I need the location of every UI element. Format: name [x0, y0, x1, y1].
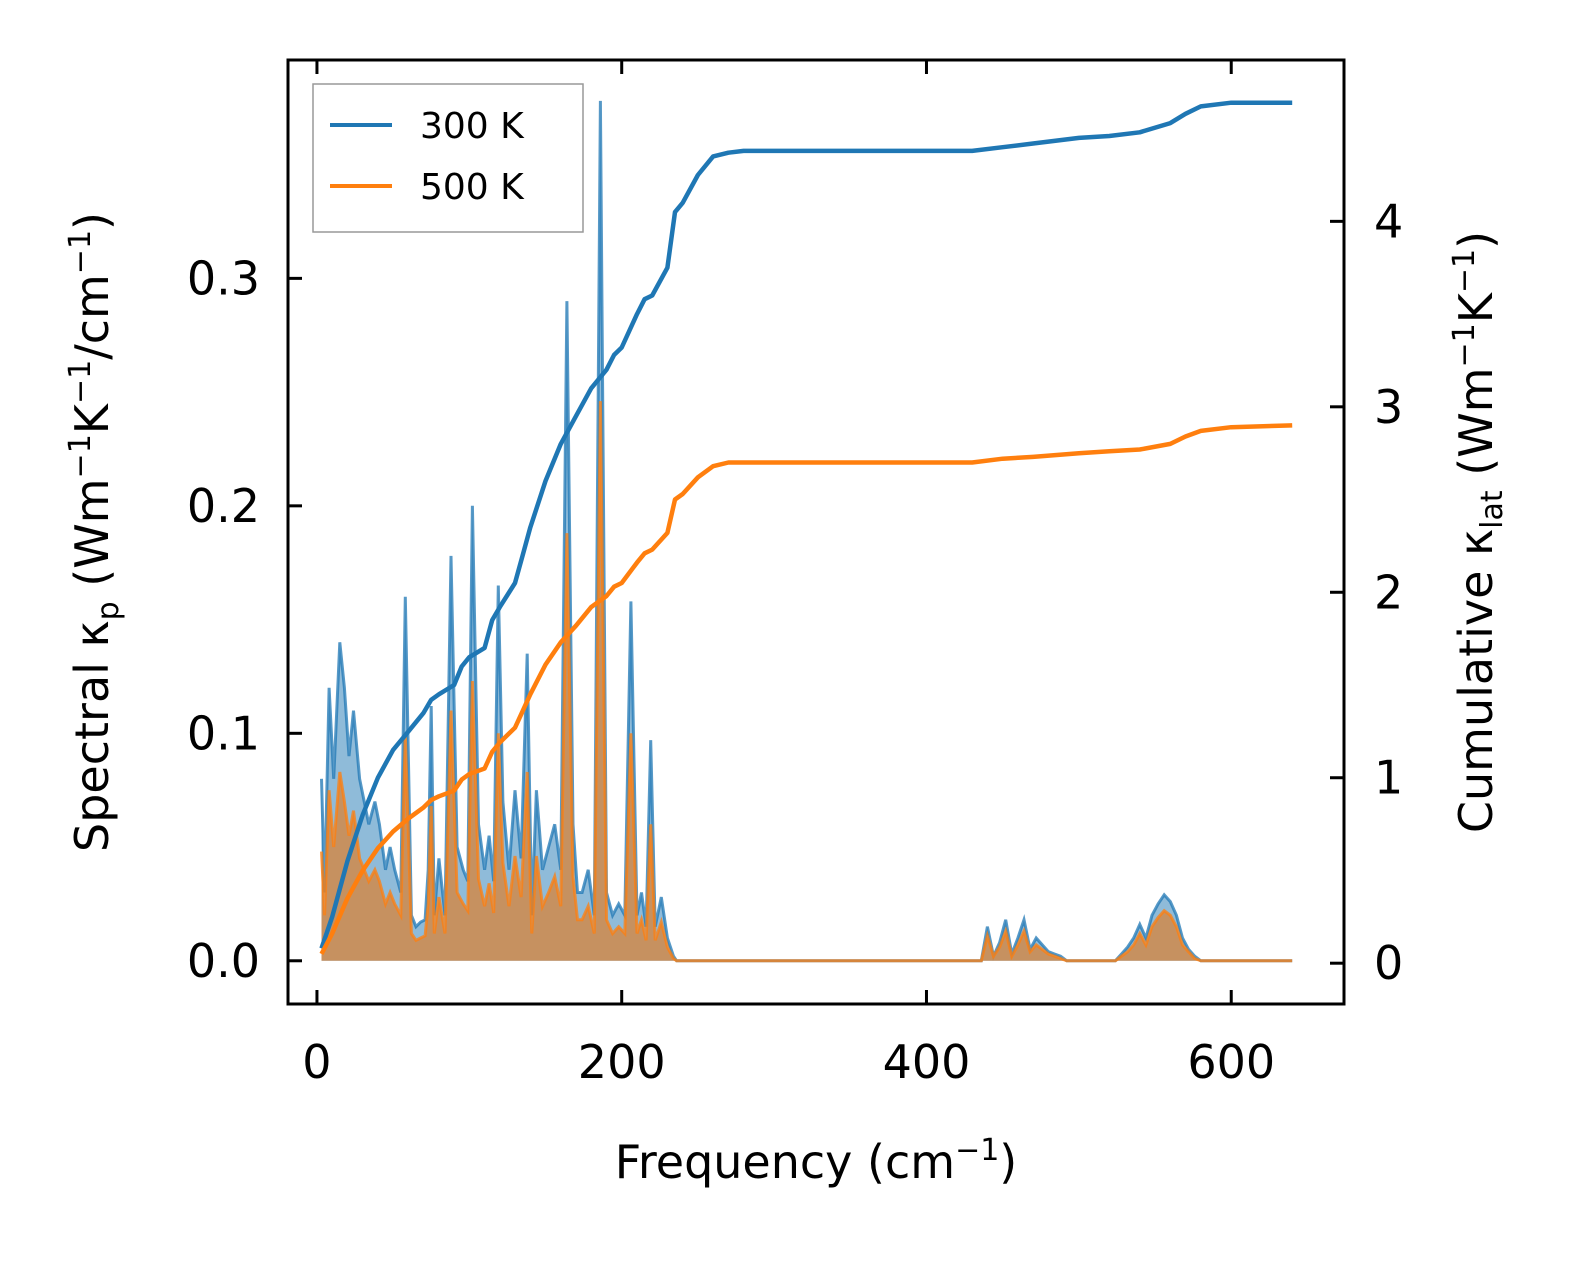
x-tick-label: 200	[578, 1035, 666, 1089]
spectral-500k-line	[320, 401, 1293, 963]
y-tick-label-right: 0	[1374, 936, 1403, 990]
y-axis-right-title: Cumulative κlat (Wm−1K−1)	[1447, 231, 1510, 833]
plot-area	[319, 100, 1293, 963]
spectral-500k-area	[321, 401, 1293, 961]
y-tick-label-right: 2	[1374, 565, 1403, 619]
x-tick-label: 600	[1187, 1035, 1275, 1089]
ticks: 0 200 400 600 0.0 0.1 0.2 0.3 0 1 2 3 4	[187, 60, 1403, 1089]
legend-label-500k: 500 K	[420, 167, 525, 208]
cumulative-300k-line	[319, 100, 1293, 950]
legend-label-300k: 300 K	[420, 106, 525, 147]
x-tick-label: 400	[883, 1035, 971, 1089]
y-tick-label-left: 0.2	[187, 479, 260, 533]
y-axis-left-title: Spectral κp (Wm−1K−1/cm−1)	[63, 212, 126, 852]
cumulative-500k-line	[319, 423, 1293, 955]
y-tick-label-left: 0.3	[187, 251, 260, 305]
y-tick-label-right: 3	[1374, 380, 1403, 434]
axes-frame	[286, 58, 1346, 1006]
legend: 300 K 500 K	[312, 83, 584, 233]
y-tick-label-left: 0.0	[187, 934, 260, 988]
y-tick-label-left: 0.1	[187, 706, 260, 760]
y-tick-label-right: 1	[1374, 751, 1403, 805]
x-axis-title: Frequency (cm−1)	[615, 1133, 1018, 1189]
x-tick-label: 0	[302, 1035, 331, 1089]
legend-frame	[312, 83, 584, 233]
y-tick-label-right: 4	[1374, 194, 1403, 248]
